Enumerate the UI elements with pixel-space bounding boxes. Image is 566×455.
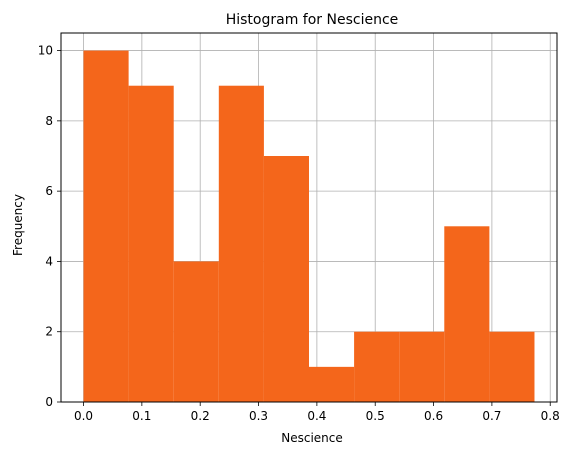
x-tick-label: 0.0: [74, 409, 93, 423]
x-tick-label: 0.7: [482, 409, 501, 423]
y-tick-label: 6: [45, 184, 53, 198]
histogram-bar: [128, 85, 174, 402]
chart-title: Histogram for Nescience: [226, 12, 399, 28]
x-tick-label: 0.8: [541, 409, 560, 423]
histogram-bar: [218, 85, 264, 402]
y-tick-label: 8: [45, 114, 53, 128]
histogram-bar: [444, 226, 490, 402]
x-axis-label: Nescience: [281, 431, 343, 445]
x-tick-label: 0.4: [307, 409, 326, 423]
histogram-bar: [399, 331, 445, 402]
histogram-bar: [173, 261, 219, 402]
histogram-bar: [309, 366, 355, 402]
histogram-bar: [83, 50, 129, 402]
histogram-bar: [263, 156, 309, 402]
x-tick-label: 0.2: [191, 409, 210, 423]
histogram-bar: [489, 331, 535, 402]
x-tick-label: 0.3: [249, 409, 268, 423]
y-tick-label: 0: [45, 395, 53, 409]
histogram-bar: [354, 331, 400, 402]
x-tick-label: 0.6: [424, 409, 443, 423]
y-tick-label: 10: [38, 44, 53, 58]
y-ticks: 0 2 4 6 8 10: [38, 44, 61, 409]
plot-frame: [60, 32, 558, 403]
bars: [83, 50, 535, 402]
y-tick-label: 2: [45, 325, 53, 339]
x-ticks: 0.0 0.1 0.2 0.3 0.4 0.5 0.6 0.7 0.8: [74, 402, 560, 423]
y-tick-label: 4: [45, 254, 53, 268]
x-tick-label: 0.5: [366, 409, 385, 423]
y-axis-label: Frequency: [11, 194, 25, 256]
x-tick-label: 0.1: [132, 409, 151, 423]
